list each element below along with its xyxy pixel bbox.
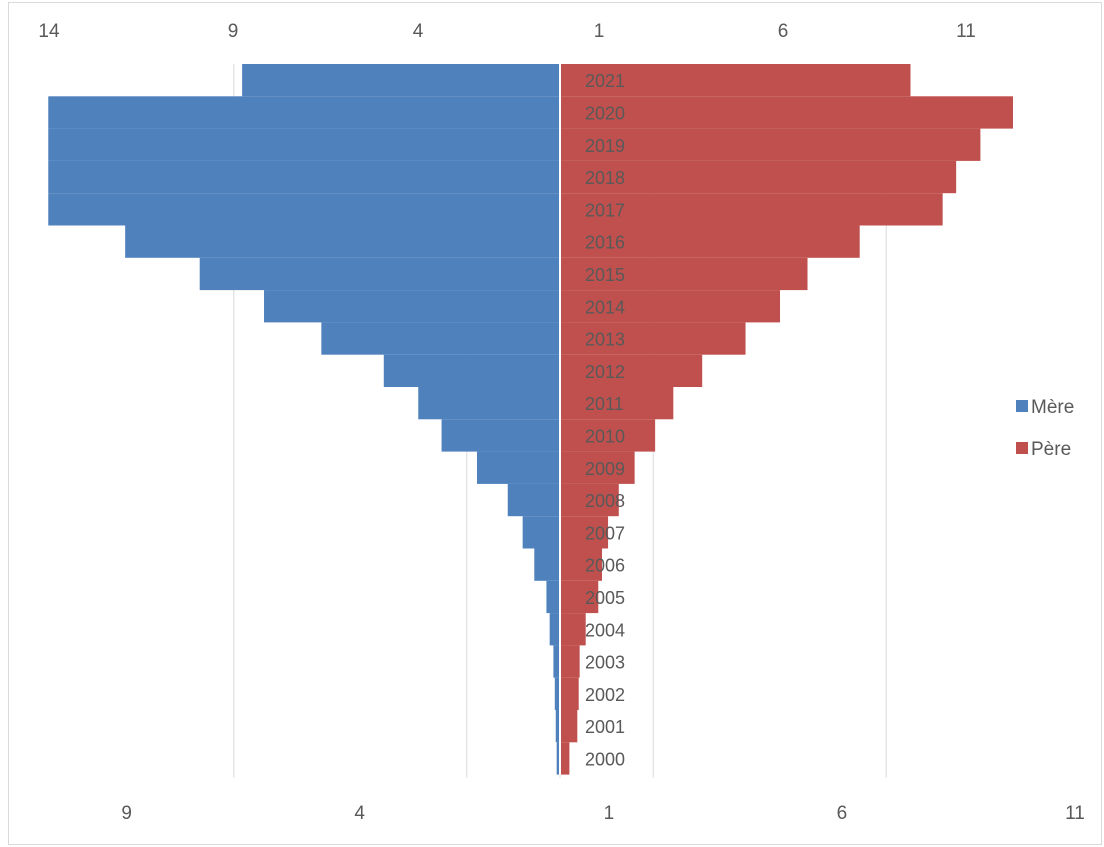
bottom-tick-label: 6 [837,803,848,824]
bar-pere [561,257,808,291]
bar-pere [561,96,1014,129]
bar-pere [561,742,570,775]
year-label: 2008 [585,491,625,511]
bar-pere [561,225,860,258]
bar-mere [546,580,559,614]
year-label: 2018 [585,168,625,188]
bar-pere [561,580,599,614]
bottom-tick-label: 9 [121,803,132,824]
bar-mere [264,290,559,323]
bar-mere [418,387,559,420]
year-labels: 2000 2001 2002 2003 2004 2005 2006 2007 2008 2009… [585,71,625,769]
top-tick-label: 4 [413,21,424,42]
bottom-axis-ticks: 9 4 1 6 11 [121,803,1084,824]
top-axis-ticks: 14 9 4 1 6 11 [38,21,975,42]
year-label: 2006 [585,556,625,576]
bar-mere [48,96,559,129]
bar-mere [48,193,559,226]
bar-pere [561,354,703,387]
year-label: 2010 [585,426,625,446]
legend-label: Mère [1031,397,1074,418]
year-label: 2012 [585,362,625,382]
top-tick-label: 14 [38,21,60,42]
legend: Mère Père [1016,397,1074,460]
bar-pere [561,645,580,678]
bar-mere [554,677,559,710]
year-label: 2004 [585,620,625,640]
bar-pere [561,710,578,743]
bar-mere [556,742,559,775]
bar-mere [507,483,559,517]
year-label: 2011 [585,394,624,414]
year-label: 2014 [585,297,625,317]
legend-label: Père [1031,439,1071,460]
top-tick-label: 11 [956,21,976,42]
bar-pere [561,516,609,549]
bar-pere [561,193,943,226]
bar-mere [549,613,559,646]
year-label: 2020 [585,103,625,123]
year-label: 2000 [585,749,625,769]
legend-swatch [1016,400,1028,412]
bar-pere [561,483,619,517]
bar-mere [242,64,559,97]
bar-pere [561,677,579,710]
bar-pere [561,128,981,161]
bar-mere [48,160,559,194]
year-label: 2016 [585,233,625,253]
year-label: 2002 [585,685,625,705]
population-pyramid-chart: 2000 2001 2002 2003 2004 2005 2006 2007 2008 2009… [38,21,1084,824]
bar-mere [553,645,559,678]
year-label: 2013 [585,330,625,350]
bar-mere [476,451,559,484]
bar-mere [383,354,559,387]
year-label: 2021 [585,71,625,91]
bar-pere [561,322,746,355]
legend-swatch [1016,442,1028,454]
bar-mere [534,548,559,581]
bar-mere [125,225,560,258]
bottom-tick-label: 4 [354,803,365,824]
bar-pere [561,160,957,194]
chart-frame: 2000 2001 2002 2003 2004 2005 2006 2007 2008 2009… [8,2,1102,845]
bar-mere [441,419,559,452]
year-label: 2005 [585,588,625,608]
year-label: 2003 [585,653,625,673]
year-label: 2009 [585,459,625,479]
bar-pere [561,387,674,420]
year-label: 2001 [585,717,625,737]
year-label: 2007 [585,523,625,543]
bar-pere [561,548,603,581]
bar-mere [199,257,560,291]
bottom-tick-label: 11 [1065,803,1085,824]
bar-pere [561,64,911,97]
bar-pere [561,451,635,484]
bar-mere [321,322,559,355]
bar-mere [555,710,559,743]
bar-pere [561,419,656,452]
year-label: 2015 [585,265,625,285]
bar-pere [561,613,586,646]
top-tick-label: 1 [594,21,605,42]
year-label: 2019 [585,136,625,156]
bars [48,64,1014,775]
bar-mere [522,516,559,549]
top-tick-label: 9 [228,21,239,42]
bar-mere [48,128,559,161]
bar-pere [561,290,781,323]
top-tick-label: 6 [778,21,789,42]
year-label: 2017 [585,200,625,220]
bottom-tick-label: 1 [604,803,615,824]
